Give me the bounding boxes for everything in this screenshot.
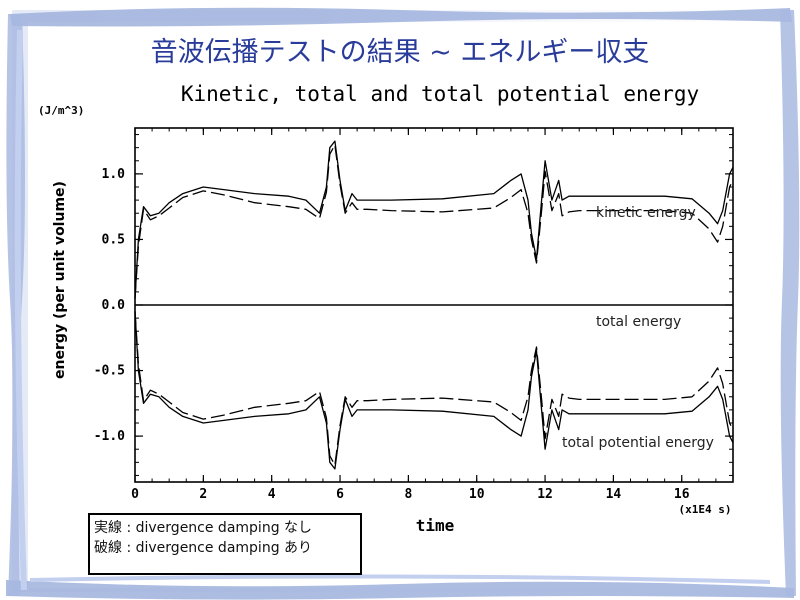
y-tick-label: 1.0 (102, 167, 126, 182)
line-style-legend: 実線 : divergence damping なし 破線 : divergen… (88, 513, 362, 575)
legend-dashed-line-note: 破線 : divergence damping あり (94, 540, 313, 556)
y-axis-label: energy (per unit volume) (52, 181, 68, 379)
series-kinetic-solid (134, 140, 734, 299)
x-tick-label: 2 (199, 487, 207, 502)
annotation-kinetic-energy: kinetic energy (596, 205, 696, 221)
chart-title: Kinetic, total and total potential energ… (181, 82, 699, 106)
series-potential-dashed (134, 311, 734, 466)
y-tick-label: 0.0 (102, 298, 126, 313)
y-tick-label: -1.0 (94, 429, 125, 444)
x-tick-label: 0 (131, 487, 139, 502)
x-unit-label: (x1E4 s) (679, 503, 732, 516)
y-tick-label: 0.5 (102, 232, 125, 247)
series-potential-solid (134, 311, 734, 470)
x-tick-label: 14 (606, 487, 622, 502)
annotation-total-potential-energy: total potential energy (562, 435, 714, 451)
y-unit-label: (J/m^3) (38, 104, 84, 117)
x-tick-label: 10 (469, 487, 485, 502)
x-axis-label: time (416, 516, 455, 535)
plot-area: 0 2 4 6 8 10 12 14 16 1.0 0.5 0.0 -0.5 -1.0 (94, 127, 734, 502)
x-tick-label: 12 (537, 487, 553, 502)
legend-solid-line-note: 実線 : divergence damping なし (94, 520, 313, 536)
series-kinetic-dashed (134, 144, 734, 299)
x-tick-label: 4 (268, 487, 276, 502)
slide-title: 音波伝播テストの結果 ~ エネルギー収支 (150, 37, 650, 68)
x-tick-label: 8 (404, 487, 412, 502)
annotation-total-energy: total energy (596, 314, 681, 330)
x-tick-label: 6 (336, 487, 344, 502)
y-tick-label: -0.5 (94, 364, 125, 379)
x-tick-label: 16 (674, 487, 690, 502)
